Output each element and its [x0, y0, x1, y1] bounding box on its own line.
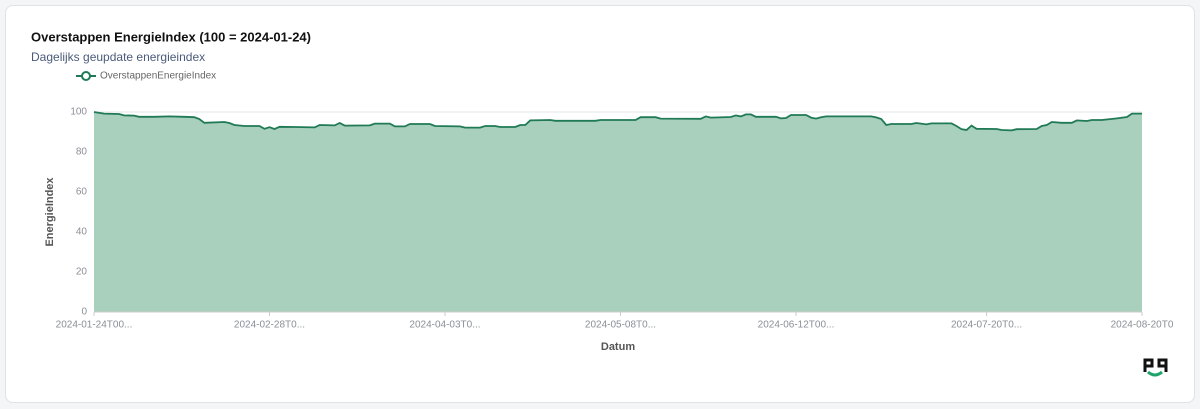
y-tick-label: 60 [76, 187, 88, 198]
logo [1143, 358, 1168, 377]
x-tick-label: 2024-06-12T00... [758, 320, 835, 331]
y-axis-label: EnergieIndex [44, 177, 56, 247]
y-tick-label: 40 [76, 227, 88, 238]
y-tick-label: 20 [76, 267, 88, 278]
line [93, 111, 1142, 132]
chart-title: Overstappen EnergieIndex (100 = 2024-01-… [31, 29, 311, 44]
legend-label: OverstappenEnergieIndex [100, 71, 216, 82]
chart-subtitle: Dagelijks geupdate energieindex [31, 50, 205, 64]
x-tick-label: 2024-08-20T0 [1111, 320, 1174, 331]
y-tick-label: 0 [81, 307, 87, 318]
y-tick-label: 80 [76, 147, 88, 158]
x-tick-label: 2024-05-08T0... [585, 320, 656, 331]
legend-marker [81, 71, 91, 81]
x-axis-label: Datum [601, 341, 635, 353]
x-tick-label: 2024-04-03T0... [409, 320, 480, 331]
x-tick-label: 2024-07-20T0... [951, 320, 1022, 331]
x-tick-label: 2024-02-28T0... [234, 320, 305, 331]
y-tick-label: 100 [70, 107, 87, 118]
area [94, 112, 1142, 312]
x-tick-label: 2024-01-24T00... [56, 320, 133, 331]
